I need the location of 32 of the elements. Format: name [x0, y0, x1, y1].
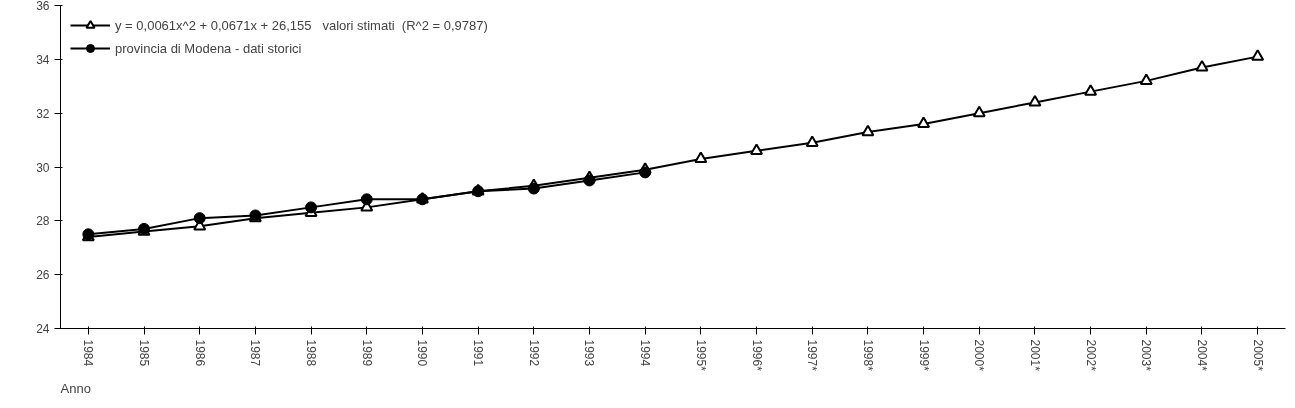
y-tick-label: 34	[36, 52, 50, 67]
x-tick-label: 1986	[192, 339, 207, 367]
x-tick-label: 1994	[638, 339, 653, 367]
y-tick-label: 30	[36, 160, 50, 175]
x-tick-label: 2001*	[1027, 339, 1042, 372]
x-tick-label: 2002*	[1083, 339, 1098, 372]
x-tick-label: 1988	[304, 339, 319, 367]
x-tick-label: 2004*	[1194, 339, 1209, 372]
x-tick-label: 1995*	[693, 339, 708, 372]
y-tick-label: 26	[36, 268, 50, 283]
x-tick-label: 1993	[582, 339, 597, 367]
legend-label: provincia di Modena - dati storici	[115, 40, 302, 56]
x-axis-title: Anno	[60, 380, 91, 396]
x-tick-label: 1992	[526, 339, 541, 367]
x-tick-label: 1991	[471, 339, 486, 367]
x-tick-label: 1999*	[916, 339, 931, 372]
y-tick-label: 36	[36, 0, 50, 13]
x-tick-label: 2000*	[972, 339, 987, 372]
x-tick-label: 2003*	[1139, 339, 1154, 372]
y-tick-label: 24	[36, 322, 50, 336]
legend-label: y = 0,0061x^2 + 0,0671x + 26,155 valori stimati (R^2 = 0,9787)	[115, 17, 488, 33]
y-tick-label: 28	[36, 214, 50, 229]
x-tick-label: 1989	[359, 339, 374, 367]
x-tick-label: 1984	[81, 339, 96, 367]
x-tick-label: 1997*	[805, 339, 820, 372]
x-tick-label: 1985	[137, 339, 152, 367]
x-tick-label: 2005*	[1250, 339, 1265, 372]
x-tick-label: 1987	[248, 339, 263, 367]
x-tick-label: 1990	[415, 339, 430, 367]
y-tick-label: 32	[36, 106, 50, 121]
x-tick-label: 1996*	[749, 339, 764, 372]
x-tick-label: 1998*	[860, 339, 875, 372]
